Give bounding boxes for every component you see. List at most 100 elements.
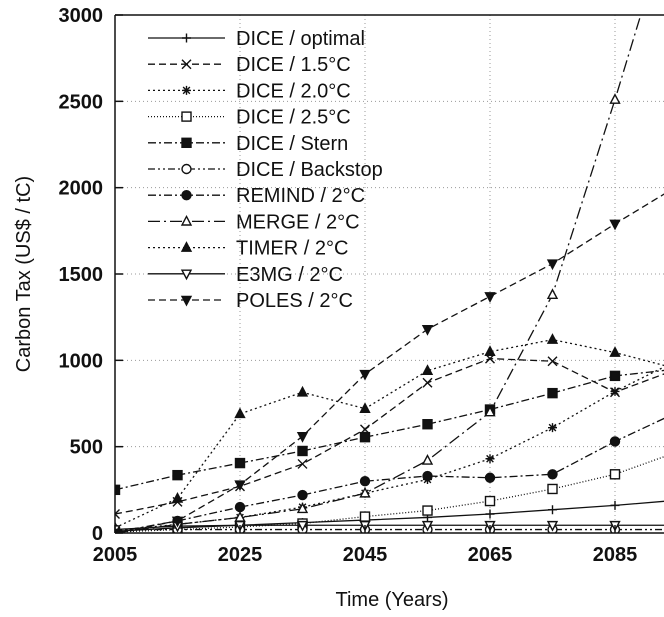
series-line bbox=[115, 15, 642, 533]
legend-entry: E3MG / 2°C bbox=[148, 264, 343, 286]
data-point bbox=[485, 454, 495, 464]
data-point bbox=[609, 219, 621, 231]
series-3 bbox=[115, 456, 664, 533]
data-point bbox=[296, 520, 309, 532]
x-tick-label: 2045 bbox=[343, 544, 388, 566]
legend: DICE / optimal DICE / 1.5°C DICE / 2.0°C DI… bbox=[148, 28, 383, 312]
data-point bbox=[547, 356, 558, 367]
y-tick-label: 1000 bbox=[59, 350, 104, 372]
y-tick-label: 1500 bbox=[59, 264, 104, 286]
legend-entry: DICE / 1.5°C bbox=[148, 54, 351, 76]
series-10 bbox=[115, 193, 664, 533]
x-tick-label: 2005 bbox=[93, 544, 138, 566]
legend-marker bbox=[180, 269, 193, 281]
x-tick-label: 2025 bbox=[218, 544, 263, 566]
series-line bbox=[115, 456, 664, 533]
data-point bbox=[484, 472, 496, 483]
legend-label: TIMER / 2°C bbox=[236, 238, 348, 260]
legend-marker bbox=[182, 33, 191, 43]
legend-label: DICE / Stern bbox=[236, 133, 348, 155]
data-point bbox=[546, 520, 559, 532]
data-point bbox=[296, 385, 309, 397]
x-tick-label: 2085 bbox=[593, 544, 638, 566]
series-4 bbox=[115, 369, 664, 496]
data-point bbox=[359, 511, 371, 522]
legend-marker bbox=[181, 189, 192, 201]
legend-entry: TIMER / 2°C bbox=[148, 238, 348, 260]
data-point bbox=[609, 436, 621, 447]
data-point bbox=[547, 387, 558, 399]
legend-entry: POLES / 2°C bbox=[148, 290, 353, 312]
series-7 bbox=[115, 15, 642, 533]
series-line bbox=[115, 338, 664, 529]
legend-entry: DICE / Backstop bbox=[148, 159, 383, 181]
legend-marker bbox=[181, 59, 192, 70]
data-point bbox=[115, 484, 121, 496]
data-point bbox=[422, 505, 433, 516]
legend-label: DICE / optimal bbox=[236, 28, 365, 50]
data-point bbox=[422, 377, 433, 388]
legend-entry: DICE / Stern bbox=[148, 133, 348, 155]
legend-label: POLES / 2°C bbox=[236, 290, 353, 312]
data-point bbox=[359, 486, 371, 498]
data-point bbox=[609, 469, 621, 480]
data-point bbox=[610, 386, 620, 396]
data-point bbox=[547, 469, 558, 480]
data-point bbox=[296, 432, 309, 443]
data-point bbox=[234, 480, 246, 492]
legend-entry: DICE / 2.5°C bbox=[148, 107, 351, 129]
x-axis-label: Time (Years) bbox=[336, 589, 449, 611]
series-line bbox=[115, 524, 664, 531]
data-point bbox=[485, 509, 495, 519]
data-point bbox=[546, 288, 559, 300]
data-point bbox=[171, 492, 184, 503]
data-point bbox=[422, 470, 433, 482]
data-point bbox=[234, 501, 246, 513]
legend-marker bbox=[181, 111, 192, 122]
data-point bbox=[297, 458, 308, 469]
legend-label: DICE / 1.5°C bbox=[236, 54, 351, 76]
data-point bbox=[297, 445, 308, 457]
legend-label: DICE / 2.5°C bbox=[236, 107, 351, 129]
legend-marker bbox=[181, 137, 192, 149]
y-axis-label: Carbon Tax (US$ / tC) bbox=[13, 176, 35, 372]
data-point bbox=[484, 345, 496, 356]
series-line bbox=[115, 357, 664, 515]
legend-marker bbox=[180, 214, 193, 226]
y-tick-label: 2500 bbox=[59, 91, 104, 113]
legend-entry: REMIND / 2°C bbox=[148, 185, 365, 207]
data-point bbox=[547, 483, 558, 495]
legend-label: DICE / Backstop bbox=[236, 159, 383, 181]
data-point bbox=[421, 520, 434, 532]
y-tick-label: 2000 bbox=[59, 178, 104, 200]
data-point bbox=[172, 469, 183, 481]
data-point bbox=[359, 476, 371, 487]
series-line bbox=[115, 366, 664, 532]
axes bbox=[114, 14, 664, 534]
legend-entry: DICE / optimal bbox=[148, 28, 365, 50]
y-tick-label: 0 bbox=[92, 523, 103, 545]
data-point bbox=[422, 419, 433, 430]
legend-marker bbox=[182, 85, 191, 95]
series-line bbox=[115, 500, 664, 532]
x-tick-label: 2065 bbox=[468, 544, 513, 566]
data-point bbox=[484, 405, 496, 417]
legend-label: DICE / 2.0°C bbox=[236, 80, 351, 102]
legend-label: REMIND / 2°C bbox=[236, 185, 365, 207]
data-point bbox=[609, 93, 621, 104]
series-line bbox=[115, 369, 664, 491]
series-line bbox=[115, 193, 664, 533]
series-8 bbox=[115, 333, 664, 533]
series-line bbox=[115, 417, 664, 533]
legend-label: E3MG / 2°C bbox=[236, 264, 343, 286]
data-point bbox=[234, 407, 246, 419]
data-point bbox=[115, 528, 121, 533]
data-point bbox=[609, 370, 621, 382]
data-point bbox=[484, 292, 496, 303]
data-point bbox=[359, 431, 371, 443]
data-point bbox=[115, 509, 120, 520]
data-point bbox=[421, 324, 434, 336]
data-point bbox=[548, 505, 557, 515]
data-point bbox=[297, 489, 308, 501]
